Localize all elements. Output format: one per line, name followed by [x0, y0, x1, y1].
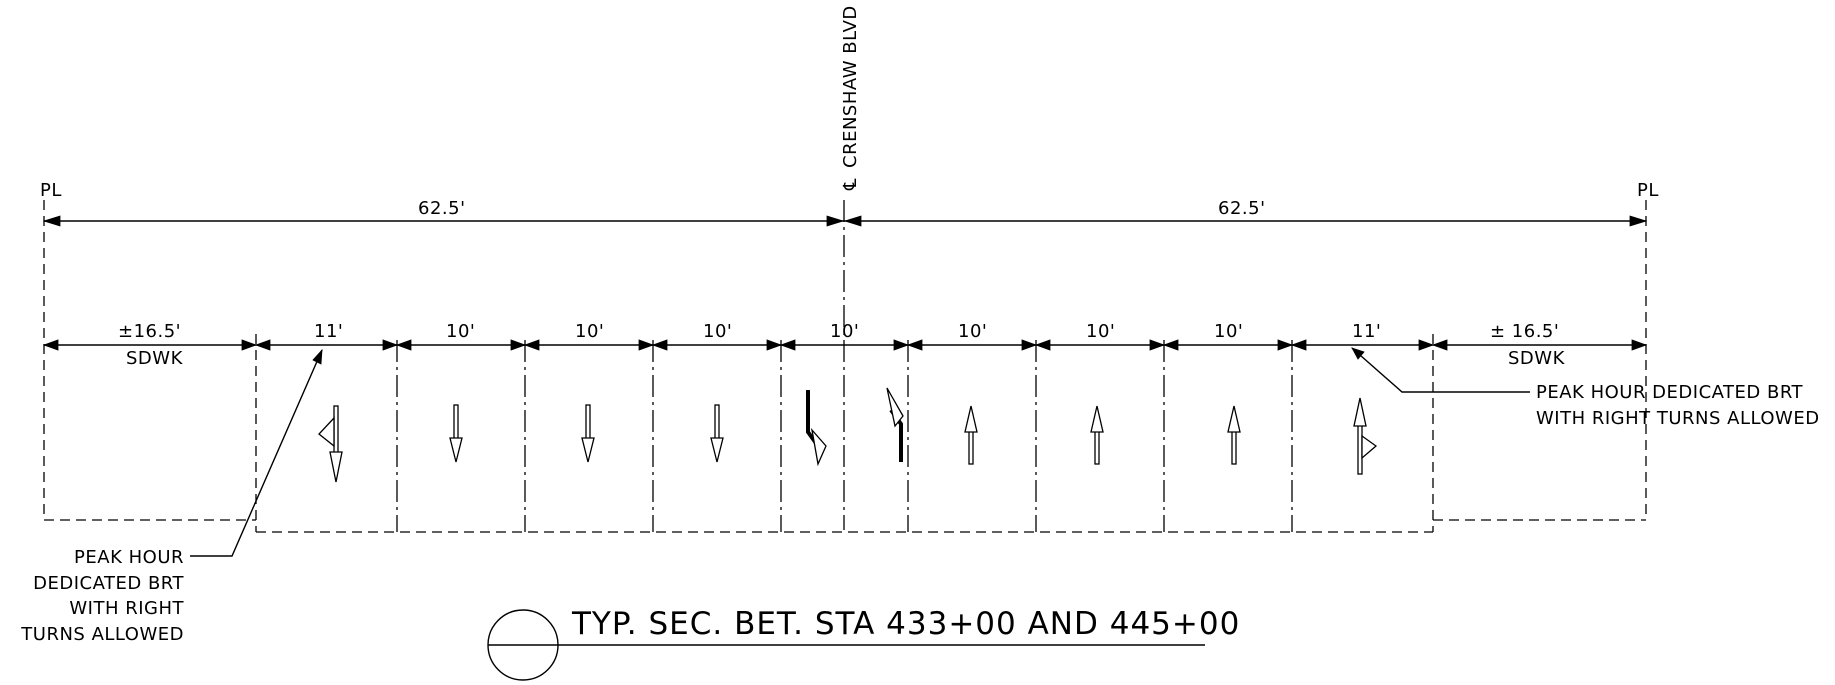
lane-dim-arrow: [1290, 339, 1307, 351]
lane-arrows: [318, 387, 1378, 483]
centerline-marker: ℄ CRENSHAW BLVD: [840, 5, 861, 191]
lane-width-7: 10': [1086, 321, 1115, 342]
lane-dim-arrow: [1418, 339, 1435, 351]
note-right-leader: [1351, 347, 1530, 393]
note-left-arrow: [312, 348, 323, 365]
property-line-label-left: PL: [40, 180, 62, 201]
note-right-arrow: [1351, 347, 1365, 360]
lane-boundaries: [43, 200, 1647, 532]
lane-dim-arrow: [241, 339, 258, 351]
lane-dim-arrow: [1431, 339, 1448, 351]
dim-arrow-center-left: [826, 215, 845, 227]
note-right-line1: PEAK HOUR DEDICATED BRT: [1536, 382, 1804, 403]
lane-width-0: ±16.5': [118, 321, 181, 342]
lane-dim-arrow: [638, 339, 655, 351]
note-right: PEAK HOUR DEDICATED BRT WITH RIGHT TURNS…: [1351, 347, 1820, 429]
centerline-label: CRENSHAW BLVD: [840, 5, 861, 168]
lane-width-1: 11': [314, 321, 343, 342]
property-line-label-right: PL: [1637, 180, 1659, 201]
lane-dim-arrow: [42, 339, 59, 351]
lane-dimension: ±16.5' 11' 10' 10' 10' 10' 10' 10' 10' 1…: [42, 321, 1648, 369]
lane-dim-arrow: [893, 339, 910, 351]
lane-dim-arrow: [779, 339, 796, 351]
lane-arrow-down-right-turn: [806, 390, 827, 467]
lane-dim-arrow: [523, 339, 540, 351]
lane-dim-arrow: [1631, 339, 1648, 351]
lane-arrow-up: [1090, 405, 1104, 465]
dim-arrow-center-right: [843, 215, 862, 227]
lane-arrow-down: [581, 404, 595, 463]
lane-dim-arrow: [1034, 339, 1051, 351]
lane-width-5: 10': [830, 321, 859, 342]
lane-arrow-down: [710, 404, 724, 463]
section-title-block: TYP. SEC. BET. STA 433+00 AND 445+00: [487, 606, 1240, 681]
half-width-dimension: 62.5' 62.5': [42, 198, 1648, 227]
lane-width-10: ± 16.5': [1490, 321, 1559, 342]
lane-dim-arrow: [1162, 339, 1179, 351]
lane-dim-arrow: [395, 339, 412, 351]
note-left-leader: [190, 349, 323, 557]
dim-arrow-left: [42, 215, 61, 227]
section-title: TYP. SEC. BET. STA 433+00 AND 445+00: [571, 606, 1240, 642]
half-width-left-label: 62.5': [418, 198, 466, 219]
centerline-symbol: ℄: [840, 178, 861, 191]
lane-width-2: 10': [446, 321, 475, 342]
lane-dim-arrow: [382, 339, 399, 351]
lane-arrow-down-left-turn: [318, 405, 343, 483]
property-line-right: PL: [1637, 180, 1659, 201]
lane-width-8: 10': [1214, 321, 1243, 342]
lane-width-6: 10': [958, 321, 987, 342]
lane-dim-arrow: [651, 339, 668, 351]
property-line-left: PL: [40, 180, 62, 201]
lane-width-4: 10': [703, 321, 732, 342]
lane-dim-arrow: [906, 339, 923, 351]
lane-arrow-up: [1227, 405, 1241, 465]
lane-dim-arrow: [1021, 339, 1038, 351]
note-left-line4: TURNS ALLOWED: [20, 624, 184, 645]
lane-dim-arrow: [510, 339, 527, 351]
lane-dim-arrows: [42, 339, 1648, 351]
lane-arrow-up-left-turn: [886, 387, 904, 462]
lane-dim-arrow: [254, 339, 271, 351]
note-left-line2: DEDICATED BRT: [33, 573, 184, 594]
lane-dim-arrow: [1277, 339, 1294, 351]
lane-dim-arrow: [1149, 339, 1166, 351]
lane-arrow-up-right-turn: [1353, 397, 1378, 475]
sidewalk-label-left: SDWK: [126, 348, 184, 369]
lane-width-9: 11': [1352, 321, 1381, 342]
note-right-line2: WITH RIGHT TURNS ALLOWED: [1536, 408, 1820, 429]
lane-arrow-up: [964, 405, 978, 465]
lane-dim-arrow: [766, 339, 783, 351]
lane-width-3: 10': [575, 321, 604, 342]
half-width-right-label: 62.5': [1218, 198, 1266, 219]
note-left-line3: WITH RIGHT: [69, 598, 184, 619]
dim-arrow-right: [1629, 215, 1648, 227]
pavement-outline: [44, 519, 1646, 533]
note-left-line1: PEAK HOUR: [74, 547, 184, 568]
lane-arrow-down: [449, 404, 463, 463]
note-left: PEAK HOUR DEDICATED BRT WITH RIGHT TURNS…: [20, 348, 323, 645]
sidewalk-label-right: SDWK: [1508, 348, 1566, 369]
